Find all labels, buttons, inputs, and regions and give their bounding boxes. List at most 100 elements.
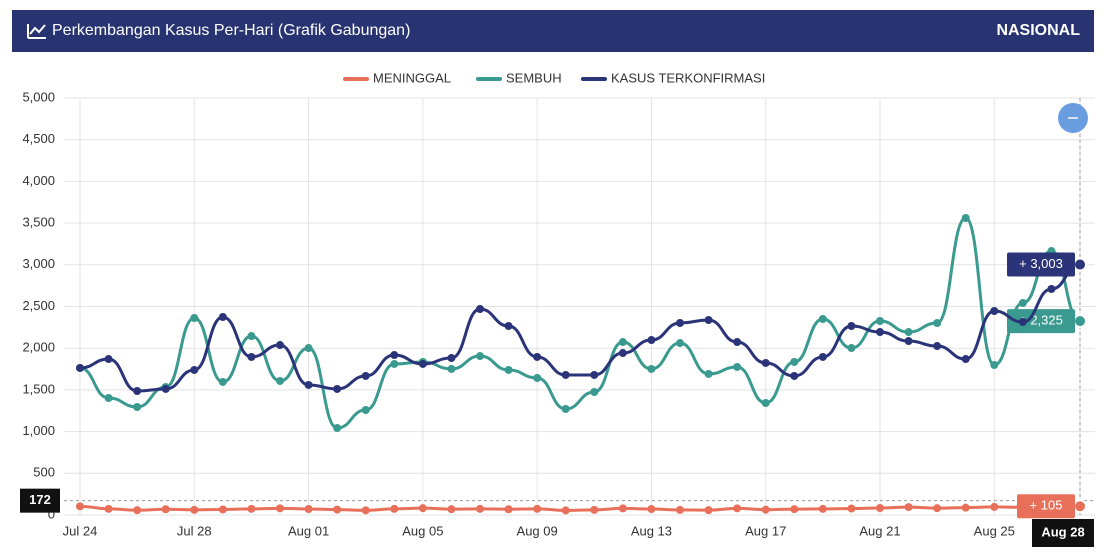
x-tick-label: Aug 01 xyxy=(288,523,329,538)
data-point xyxy=(390,351,399,360)
data-point xyxy=(247,352,256,361)
data-point xyxy=(561,370,570,379)
data-point xyxy=(361,506,370,515)
data-point xyxy=(190,314,199,323)
x-tick-label: Aug 13 xyxy=(631,523,672,538)
data-point xyxy=(961,355,970,364)
data-point xyxy=(561,506,570,515)
data-point xyxy=(333,384,342,393)
value-label: + 105 xyxy=(1030,498,1063,513)
data-point xyxy=(590,370,599,379)
data-point xyxy=(76,502,84,511)
data-point xyxy=(561,404,570,413)
y-tick-label: 0 xyxy=(48,506,55,521)
data-point xyxy=(533,352,542,361)
data-point xyxy=(333,505,342,514)
data-point xyxy=(647,504,656,513)
data-point xyxy=(933,319,942,328)
legend-label: MENINGGAL xyxy=(373,70,451,85)
legend-label: SEMBUH xyxy=(506,70,562,85)
series-line xyxy=(79,504,1081,512)
data-point xyxy=(447,354,456,363)
data-point xyxy=(676,505,684,514)
data-point xyxy=(133,402,142,411)
data-point xyxy=(161,505,170,514)
data-point xyxy=(704,506,713,515)
data-point xyxy=(447,505,456,514)
legend-label: KASUS TERKONFIRMASI xyxy=(611,70,765,85)
data-point xyxy=(818,352,827,361)
data-point xyxy=(133,506,142,515)
data-point xyxy=(876,317,884,326)
chart-icon xyxy=(27,24,46,39)
data-point xyxy=(876,328,884,337)
data-point xyxy=(1073,314,1087,329)
data-point xyxy=(933,342,942,351)
crosshair-y-box xyxy=(20,488,60,513)
data-point xyxy=(961,503,970,512)
data-point xyxy=(647,336,656,345)
data-point xyxy=(418,504,427,513)
y-tick-label: 2,500 xyxy=(22,298,55,313)
data-point xyxy=(533,373,542,382)
data-point xyxy=(933,504,942,513)
data-point xyxy=(476,352,484,361)
x-tick-label: Aug 25 xyxy=(974,523,1015,538)
y-tick-label: 4,000 xyxy=(22,173,55,188)
data-point xyxy=(618,338,627,347)
data-point xyxy=(504,322,513,331)
data-point xyxy=(904,503,913,512)
data-point xyxy=(818,504,827,513)
y-tick-label: 1,000 xyxy=(22,423,55,438)
crosshair-y-label: 172 xyxy=(29,492,51,507)
header-title: Perkembangan Kasus Per-Hari (Grafik Gabu… xyxy=(52,22,410,39)
data-point xyxy=(904,328,913,337)
data-point xyxy=(304,344,313,353)
y-tick-label: 1,500 xyxy=(22,381,55,396)
data-point xyxy=(1073,257,1087,272)
data-point xyxy=(276,504,284,513)
crosshair-x-label: Aug 28 xyxy=(1041,524,1084,539)
series-line xyxy=(79,263,1081,393)
data-point xyxy=(504,505,513,514)
data-point xyxy=(504,365,513,374)
value-label-box xyxy=(1017,494,1075,519)
header-region: NASIONAL xyxy=(996,22,1080,39)
data-point xyxy=(447,364,456,373)
data-point xyxy=(733,338,742,347)
data-point xyxy=(247,504,256,513)
data-point xyxy=(733,362,742,371)
data-point xyxy=(1073,499,1087,514)
data-point xyxy=(818,315,827,324)
data-point xyxy=(276,341,284,350)
data-point xyxy=(418,359,427,368)
value-label-box xyxy=(1007,252,1075,277)
data-point xyxy=(590,505,599,514)
data-point xyxy=(790,357,799,366)
data-point xyxy=(676,339,684,348)
value-label: + 3,003 xyxy=(1019,256,1063,271)
data-point xyxy=(761,358,770,367)
data-point xyxy=(218,313,227,322)
y-tick-label: 4,500 xyxy=(22,131,55,146)
data-point xyxy=(390,359,399,368)
data-point xyxy=(476,305,484,314)
data-point xyxy=(276,376,284,385)
data-point xyxy=(247,332,256,341)
data-point xyxy=(990,360,999,369)
x-tick-label: Aug 17 xyxy=(745,523,786,538)
data-point xyxy=(790,371,799,380)
data-point xyxy=(304,380,313,389)
data-point xyxy=(847,322,856,331)
data-point xyxy=(847,344,856,353)
data-point xyxy=(990,502,999,511)
data-point xyxy=(104,393,113,402)
x-tick-label: Jul 28 xyxy=(177,523,212,538)
data-point xyxy=(476,504,484,513)
data-point xyxy=(618,349,627,358)
x-tick-label: Jul 24 xyxy=(63,523,98,538)
x-tick-label: Aug 05 xyxy=(402,523,443,538)
data-point xyxy=(76,363,84,372)
data-point xyxy=(647,364,656,373)
data-point xyxy=(704,369,713,378)
